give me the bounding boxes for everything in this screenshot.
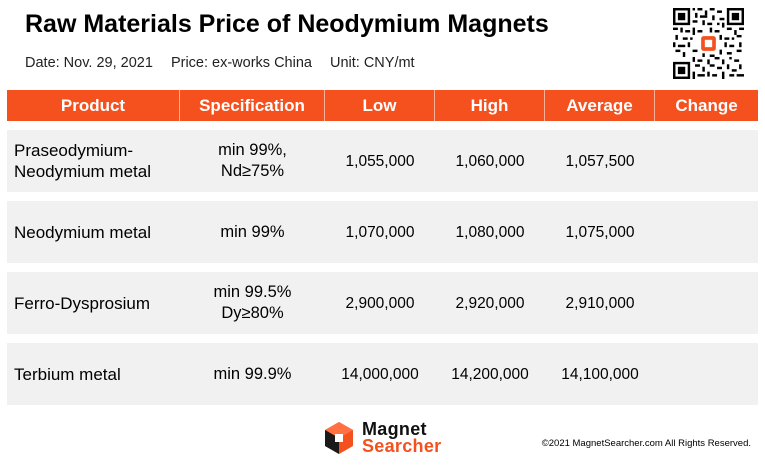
average-price-cell: 1,057,500	[545, 130, 655, 192]
specification-cell: min 99%, Nd≥75%	[180, 130, 325, 192]
report-date: Date: Nov. 29, 2021	[25, 55, 153, 71]
product-cell: Ferro-Dysprosium	[7, 272, 180, 334]
low-price-cell: 2,900,000	[325, 272, 435, 334]
specification-cell: min 99%	[180, 201, 325, 263]
average-price-cell: 14,100,000	[545, 343, 655, 405]
table-row: Ferro-Dysprosium min 99.5% Dy≥80% 2,900,…	[7, 272, 758, 334]
average-price-cell: 1,075,000	[545, 201, 655, 263]
high-price-cell: 1,060,000	[435, 130, 545, 192]
high-price-cell: 2,920,000	[435, 272, 545, 334]
product-cell: Praseodymium- Neodymium metal	[7, 130, 180, 192]
qr-code-icon[interactable]	[673, 8, 744, 79]
logo-line-1: Magnet	[362, 419, 427, 439]
table-row: Neodymium metal min 99% 1,070,000 1,080,…	[7, 201, 758, 263]
magnet-searcher-logo[interactable]: Magnet Searcher	[322, 418, 441, 458]
price-basis: Price: ex-works China	[170, 55, 312, 71]
magnet-searcher-logo-icon	[325, 422, 353, 454]
logo-line-2: Searcher	[362, 436, 442, 456]
product-cell: Neodymium metal	[7, 201, 180, 263]
table-header-row: Product Specification Low High Average C…	[7, 90, 758, 121]
logo-wordmark: Magnet Searcher	[362, 419, 442, 456]
column-header-product: Product	[7, 90, 180, 121]
specification-cell: min 99.9%	[180, 343, 325, 405]
column-header-specification: Specification	[180, 90, 325, 121]
high-price-cell: 1,080,000	[435, 201, 545, 263]
column-header-high: High	[435, 90, 545, 121]
page-title: Raw Materials Price of Neodymium Magnets	[25, 10, 549, 38]
column-header-change: Change	[655, 90, 758, 121]
price-table: Product Specification Low High Average C…	[7, 90, 758, 405]
column-header-average: Average	[545, 90, 655, 121]
change-cell	[655, 130, 758, 192]
low-price-cell: 1,070,000	[325, 201, 435, 263]
change-cell	[655, 272, 758, 334]
table-row: Praseodymium- Neodymium metal min 99%, N…	[7, 130, 758, 192]
column-header-low: Low	[325, 90, 435, 121]
low-price-cell: 14,000,000	[325, 343, 435, 405]
high-price-cell: 14,200,000	[435, 343, 545, 405]
copyright-notice: ©2021 MagnetSearcher.com All Rights Rese…	[541, 438, 751, 449]
unit-label: Unit: CNY/mt	[329, 55, 415, 71]
change-cell	[655, 343, 758, 405]
table-row: Terbium metal min 99.9% 14,000,000 14,20…	[7, 343, 758, 405]
average-price-cell: 2,910,000	[545, 272, 655, 334]
report-meta: Date: Nov. 29, 2021 Price: ex-works Chin…	[25, 55, 429, 71]
change-cell	[655, 201, 758, 263]
low-price-cell: 1,055,000	[325, 130, 435, 192]
product-cell: Terbium metal	[7, 343, 180, 405]
specification-cell: min 99.5% Dy≥80%	[180, 272, 325, 334]
